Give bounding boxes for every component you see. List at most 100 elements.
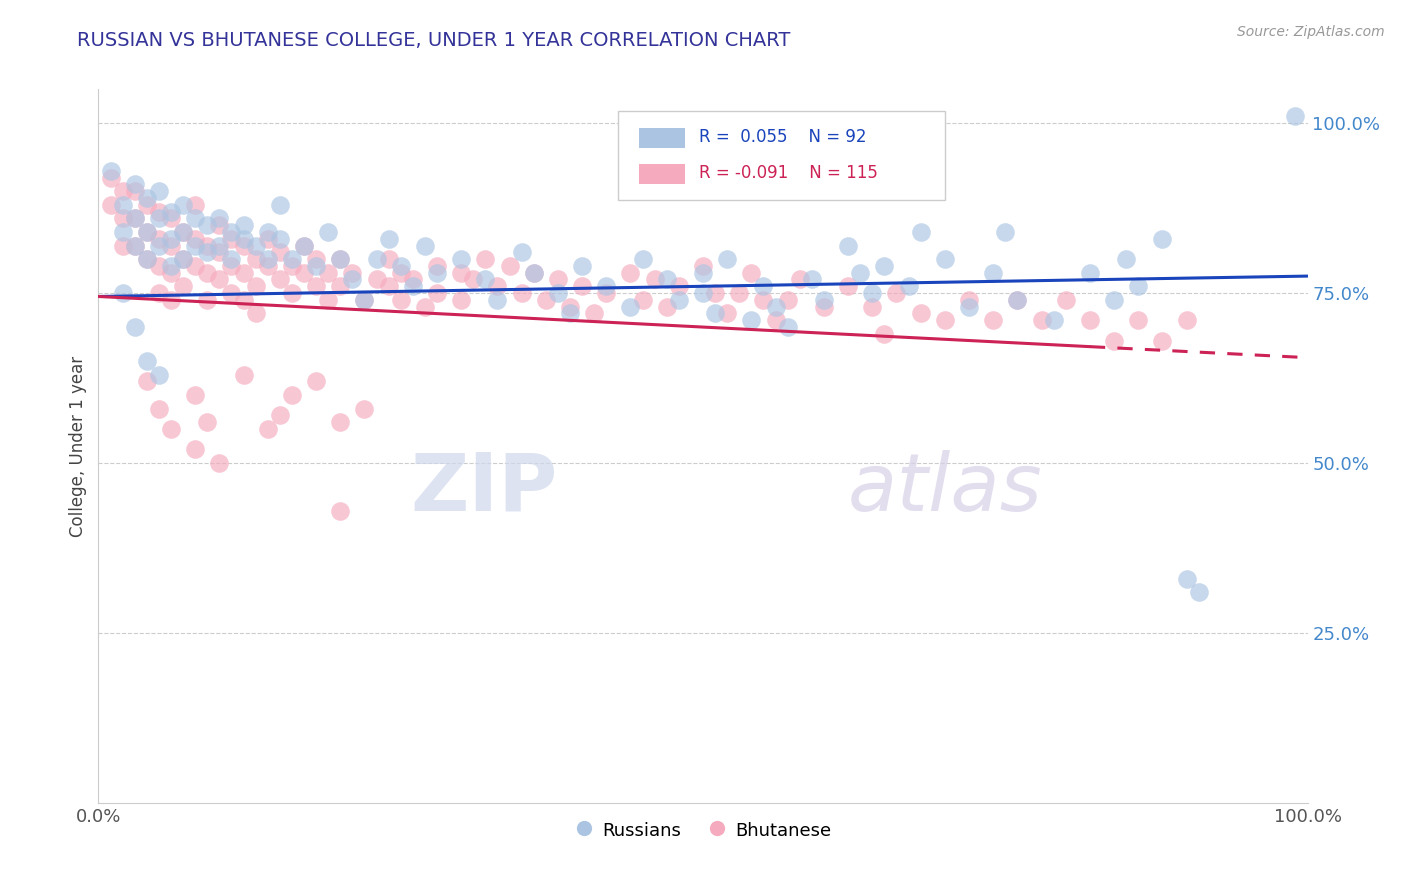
Point <box>957 300 980 314</box>
Point <box>692 259 714 273</box>
Point <box>595 286 617 301</box>
Point <box>837 279 859 293</box>
Point <box>704 286 727 301</box>
Point <box>124 320 146 334</box>
Point <box>377 232 399 246</box>
Point <box>716 306 738 320</box>
Point <box>195 266 218 280</box>
Point <box>655 272 678 286</box>
Point <box>450 252 472 266</box>
Point <box>281 259 304 273</box>
Point <box>474 272 496 286</box>
Point <box>160 211 183 226</box>
Point <box>571 259 593 273</box>
Point <box>510 286 533 301</box>
Point <box>740 266 762 280</box>
Text: R =  0.055    N = 92: R = 0.055 N = 92 <box>699 128 868 146</box>
Point <box>245 252 267 266</box>
Point <box>221 252 243 266</box>
Text: ZIP: ZIP <box>411 450 558 528</box>
Point <box>1102 293 1125 307</box>
Point <box>510 245 533 260</box>
Point <box>426 259 449 273</box>
Point <box>789 272 811 286</box>
Point <box>221 259 243 273</box>
Point <box>245 238 267 252</box>
Point <box>111 238 134 252</box>
Point <box>256 259 278 273</box>
Text: atlas: atlas <box>848 450 1043 528</box>
Point <box>692 286 714 301</box>
Point <box>148 259 170 273</box>
Point <box>934 252 956 266</box>
Point <box>221 225 243 239</box>
Point <box>558 306 581 320</box>
Point <box>281 252 304 266</box>
Point <box>342 272 364 286</box>
Point <box>1054 293 1077 307</box>
Point <box>619 266 641 280</box>
Point <box>523 266 546 280</box>
Point <box>486 293 509 307</box>
Point <box>655 300 678 314</box>
Point <box>195 245 218 260</box>
Point <box>413 238 436 252</box>
Point <box>281 388 304 402</box>
Point <box>160 259 183 273</box>
Point <box>135 225 157 239</box>
Point <box>426 286 449 301</box>
Point <box>148 238 170 252</box>
Point <box>148 286 170 301</box>
Point <box>135 252 157 266</box>
Point <box>329 503 352 517</box>
Point <box>752 293 775 307</box>
Point <box>1128 313 1150 327</box>
Point <box>583 306 606 320</box>
Point <box>269 245 291 260</box>
Point <box>269 232 291 246</box>
Point <box>184 211 207 226</box>
Point <box>1031 313 1053 327</box>
Point <box>316 293 339 307</box>
Point <box>195 218 218 232</box>
Point <box>716 252 738 266</box>
Point <box>124 238 146 252</box>
Point <box>305 259 328 273</box>
Point <box>111 225 134 239</box>
Point <box>366 252 388 266</box>
Point <box>692 266 714 280</box>
Point <box>910 306 932 320</box>
Point <box>498 259 520 273</box>
Point <box>558 300 581 314</box>
Point <box>316 225 339 239</box>
Point <box>172 252 194 266</box>
Point <box>619 300 641 314</box>
Point <box>184 238 207 252</box>
Point <box>124 178 146 192</box>
Point <box>366 272 388 286</box>
Point <box>631 293 654 307</box>
Point <box>426 266 449 280</box>
Point <box>305 279 328 293</box>
Point <box>292 238 315 252</box>
Point <box>305 252 328 266</box>
Point <box>292 266 315 280</box>
Point <box>1175 313 1198 327</box>
Point <box>148 368 170 382</box>
Point <box>752 279 775 293</box>
Text: R = -0.091    N = 115: R = -0.091 N = 115 <box>699 164 879 182</box>
Point <box>221 286 243 301</box>
Point <box>172 198 194 212</box>
Point <box>172 225 194 239</box>
Point <box>547 272 569 286</box>
Point <box>486 279 509 293</box>
Point <box>765 313 787 327</box>
Point <box>124 184 146 198</box>
Point <box>1042 313 1064 327</box>
Point <box>329 252 352 266</box>
Point <box>813 293 835 307</box>
Y-axis label: College, Under 1 year: College, Under 1 year <box>69 355 87 537</box>
Point <box>377 279 399 293</box>
Point <box>160 266 183 280</box>
Point <box>994 225 1017 239</box>
